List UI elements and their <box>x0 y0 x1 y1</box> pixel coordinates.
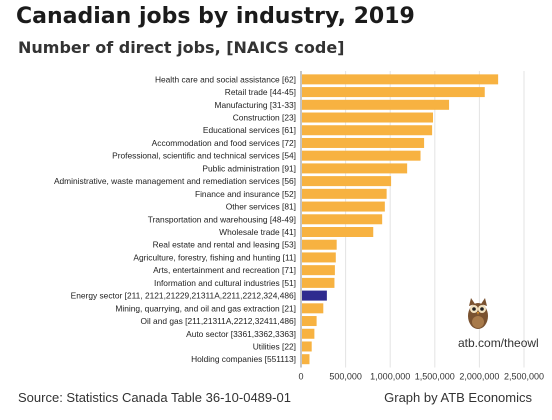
bar <box>302 214 383 225</box>
x-axis-ticks: 0 500,000 1,000,000 1,500,000 2,000,000 2,500… <box>298 372 544 382</box>
category-label: Real estate and rental and leasing [53] <box>153 240 296 250</box>
category-label: Public administration [91] <box>202 163 296 173</box>
bar <box>302 188 387 199</box>
credit-note: Graph by ATB Economics <box>384 390 532 405</box>
bar <box>302 112 434 123</box>
x-tick-label: 2,500,000 <box>504 372 544 382</box>
category-label: Information and cultural industries [51] <box>154 278 296 288</box>
category-label: Arts, entertainment and recreation [71] <box>153 265 296 275</box>
bar <box>302 74 499 85</box>
source-note: Source: Statistics Canada Table 36-10-04… <box>18 390 291 405</box>
bar <box>302 163 408 174</box>
category-label: Educational services [61] <box>203 125 296 135</box>
bar <box>302 354 310 365</box>
category-label: Other services [81] <box>226 202 296 212</box>
bar <box>302 303 324 314</box>
bar <box>302 87 485 98</box>
bar <box>302 341 312 352</box>
x-tick-label: 0 <box>298 372 303 382</box>
bar <box>302 137 425 148</box>
category-label: Professional, scientific and technical s… <box>112 151 296 161</box>
bar <box>302 252 336 263</box>
category-label: Agriculture, forestry, fishing and hunti… <box>133 252 296 262</box>
category-label: Mining, quarrying, and oil and gas extra… <box>115 303 296 313</box>
bar <box>302 265 335 276</box>
chart-title: Canadian jobs by industry, 2019 <box>16 4 415 29</box>
x-tick-label: 500,000 <box>329 372 362 382</box>
bar <box>302 316 317 327</box>
owl-logo-icon <box>468 298 488 329</box>
bar <box>302 125 433 136</box>
bar <box>302 201 385 212</box>
x-tick-label: 1,000,000 <box>370 372 410 382</box>
website-link[interactable]: atb.com/theowl <box>458 336 539 350</box>
category-label: Auto sector [3361,3362,3363] <box>186 329 296 339</box>
category-label: Oil and gas [211,21311A,2212,32411,486] <box>140 316 296 326</box>
bars <box>302 74 499 365</box>
category-labels: Health care and social assistance [62] Re… <box>54 74 296 364</box>
category-label: Transportation and warehousing [48-49] <box>148 214 296 224</box>
bar <box>302 290 327 301</box>
bar <box>302 239 337 250</box>
bar <box>302 176 392 187</box>
x-tick-label: 2,000,000 <box>459 372 499 382</box>
category-label: Utilities [22] <box>253 341 296 351</box>
category-label: Energy sector [211, 2121,21229,21311A,22… <box>71 291 296 301</box>
bar <box>302 328 315 339</box>
chart-subtitle: Number of direct jobs, [NAICS code] <box>18 38 345 57</box>
category-label: Manufacturing [31-33] <box>215 100 296 110</box>
category-label: Health care and social assistance [62] <box>155 74 296 84</box>
bar <box>302 99 450 110</box>
category-label: Construction [23] <box>233 113 296 123</box>
bar <box>302 227 374 237</box>
category-label: Administrative, waste management and rem… <box>54 176 296 186</box>
category-label: Retail trade [44-45] <box>225 87 296 97</box>
x-tick-label: 1,500,000 <box>415 372 455 382</box>
bar <box>302 277 335 288</box>
category-label: Holding companies [551113] <box>191 354 296 364</box>
category-label: Accommodation and food services [72] <box>152 138 296 148</box>
category-label: Wholesale trade [41] <box>219 227 296 237</box>
category-label: Finance and insurance [52] <box>195 189 296 199</box>
bar <box>302 150 421 161</box>
